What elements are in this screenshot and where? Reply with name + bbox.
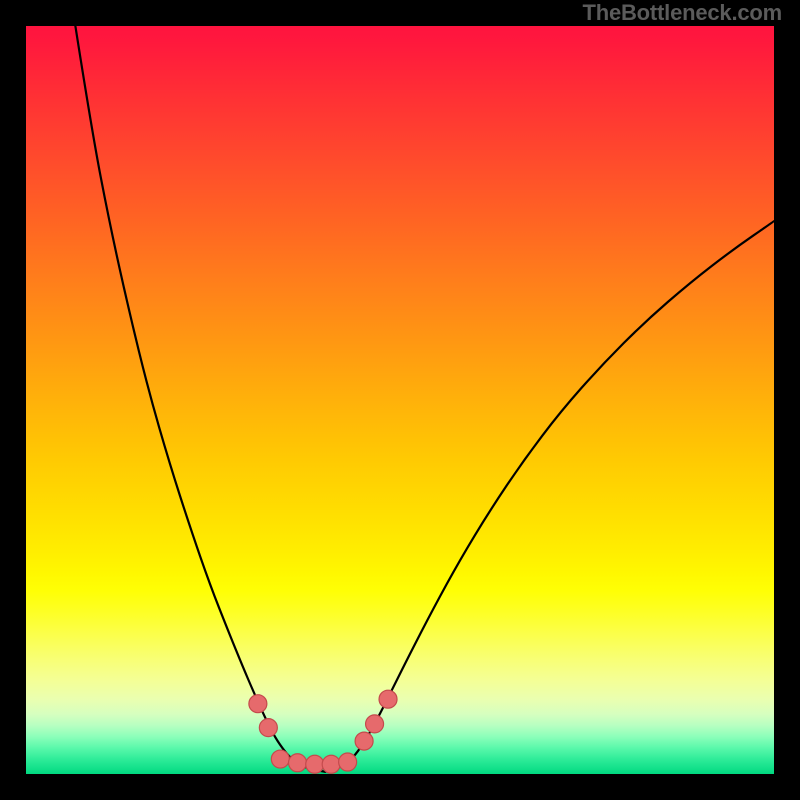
marker-point: [355, 732, 373, 750]
chart-frame: TheBottleneck.com: [0, 0, 800, 800]
marker-point: [322, 755, 340, 773]
marker-point: [289, 754, 307, 772]
marker-point: [271, 750, 289, 768]
marker-point: [366, 715, 384, 733]
marker-point: [339, 753, 357, 771]
marker-point: [259, 719, 277, 737]
gradient-background: [26, 26, 774, 774]
marker-point: [379, 690, 397, 708]
watermark-text: TheBottleneck.com: [582, 0, 782, 26]
marker-point: [306, 755, 324, 773]
chart-plot: [0, 0, 800, 800]
marker-point: [249, 695, 267, 713]
